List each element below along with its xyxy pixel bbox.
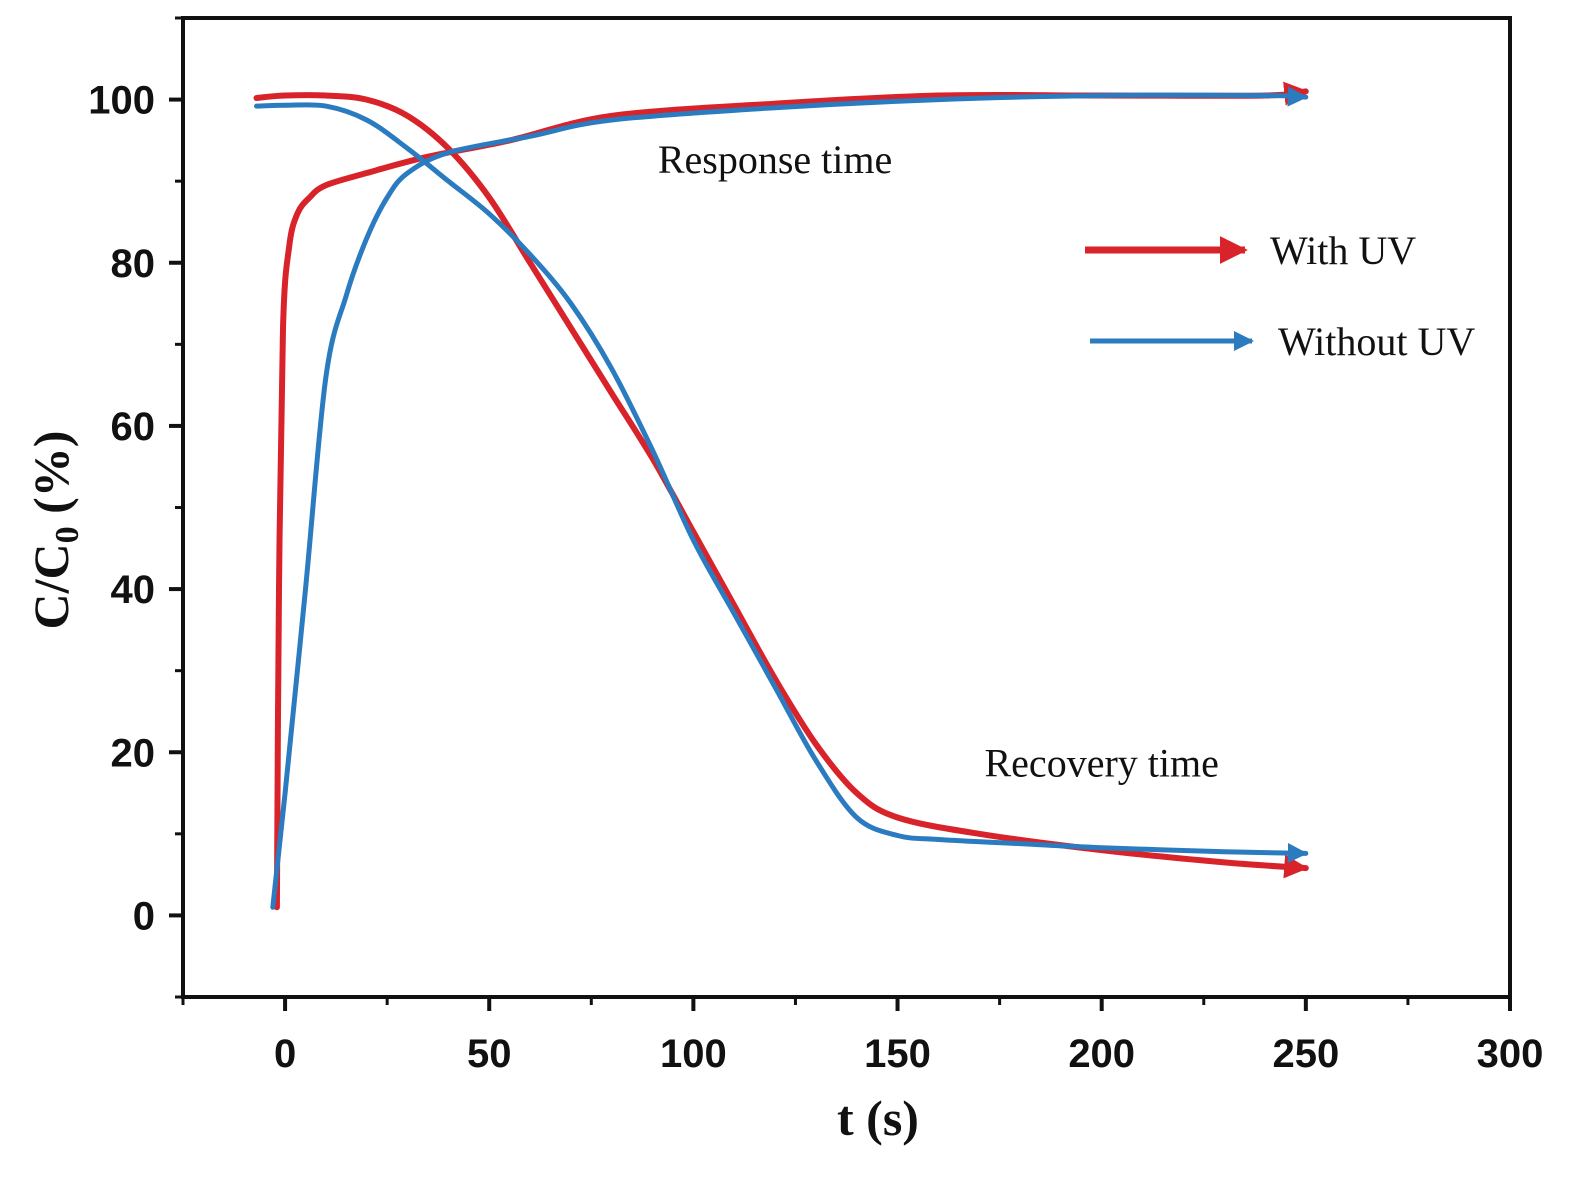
x-tick-label: 100 xyxy=(660,1032,727,1076)
annotation-response-time: Response time xyxy=(658,137,892,182)
legend-label-without-uv: Without UV xyxy=(1278,319,1475,364)
y-axis-title-main: C/C xyxy=(23,543,79,629)
x-tick-label: 50 xyxy=(467,1032,512,1076)
x-tick-label: 200 xyxy=(1068,1032,1135,1076)
y-tick-label: 0 xyxy=(133,894,155,938)
y-tick-label: 100 xyxy=(88,79,155,123)
y-axis-title-sub: 0 xyxy=(49,526,86,543)
x-tick-label: 250 xyxy=(1272,1032,1339,1076)
legend-label-with-uv: With UV xyxy=(1270,228,1416,273)
y-tick-label: 80 xyxy=(111,242,156,286)
series-line-without-uv-response xyxy=(270,86,1309,910)
y-axis-title-tail: (%) xyxy=(23,431,79,527)
legend: With UV Without UV xyxy=(1085,228,1475,364)
annotation-recovery-time: Recovery time xyxy=(985,741,1219,786)
x-axis-title: t (s) xyxy=(837,1090,919,1146)
series-lines xyxy=(253,81,1309,911)
y-tick-label: 20 xyxy=(111,731,156,775)
y-tick-label: 40 xyxy=(111,568,156,612)
x-tick-label: 0 xyxy=(274,1032,296,1076)
y-tick-label: 60 xyxy=(111,405,156,449)
x-tick-label: 150 xyxy=(864,1032,931,1076)
series-line-without-uv-recovery xyxy=(254,102,1309,864)
y-axis-title: C/C0 (%) xyxy=(23,431,86,630)
axes: 0 50 100 150 200 250 300 0 20 40 60 80 100 xyxy=(88,16,1544,1076)
x-tick-label: 300 xyxy=(1477,1032,1544,1076)
